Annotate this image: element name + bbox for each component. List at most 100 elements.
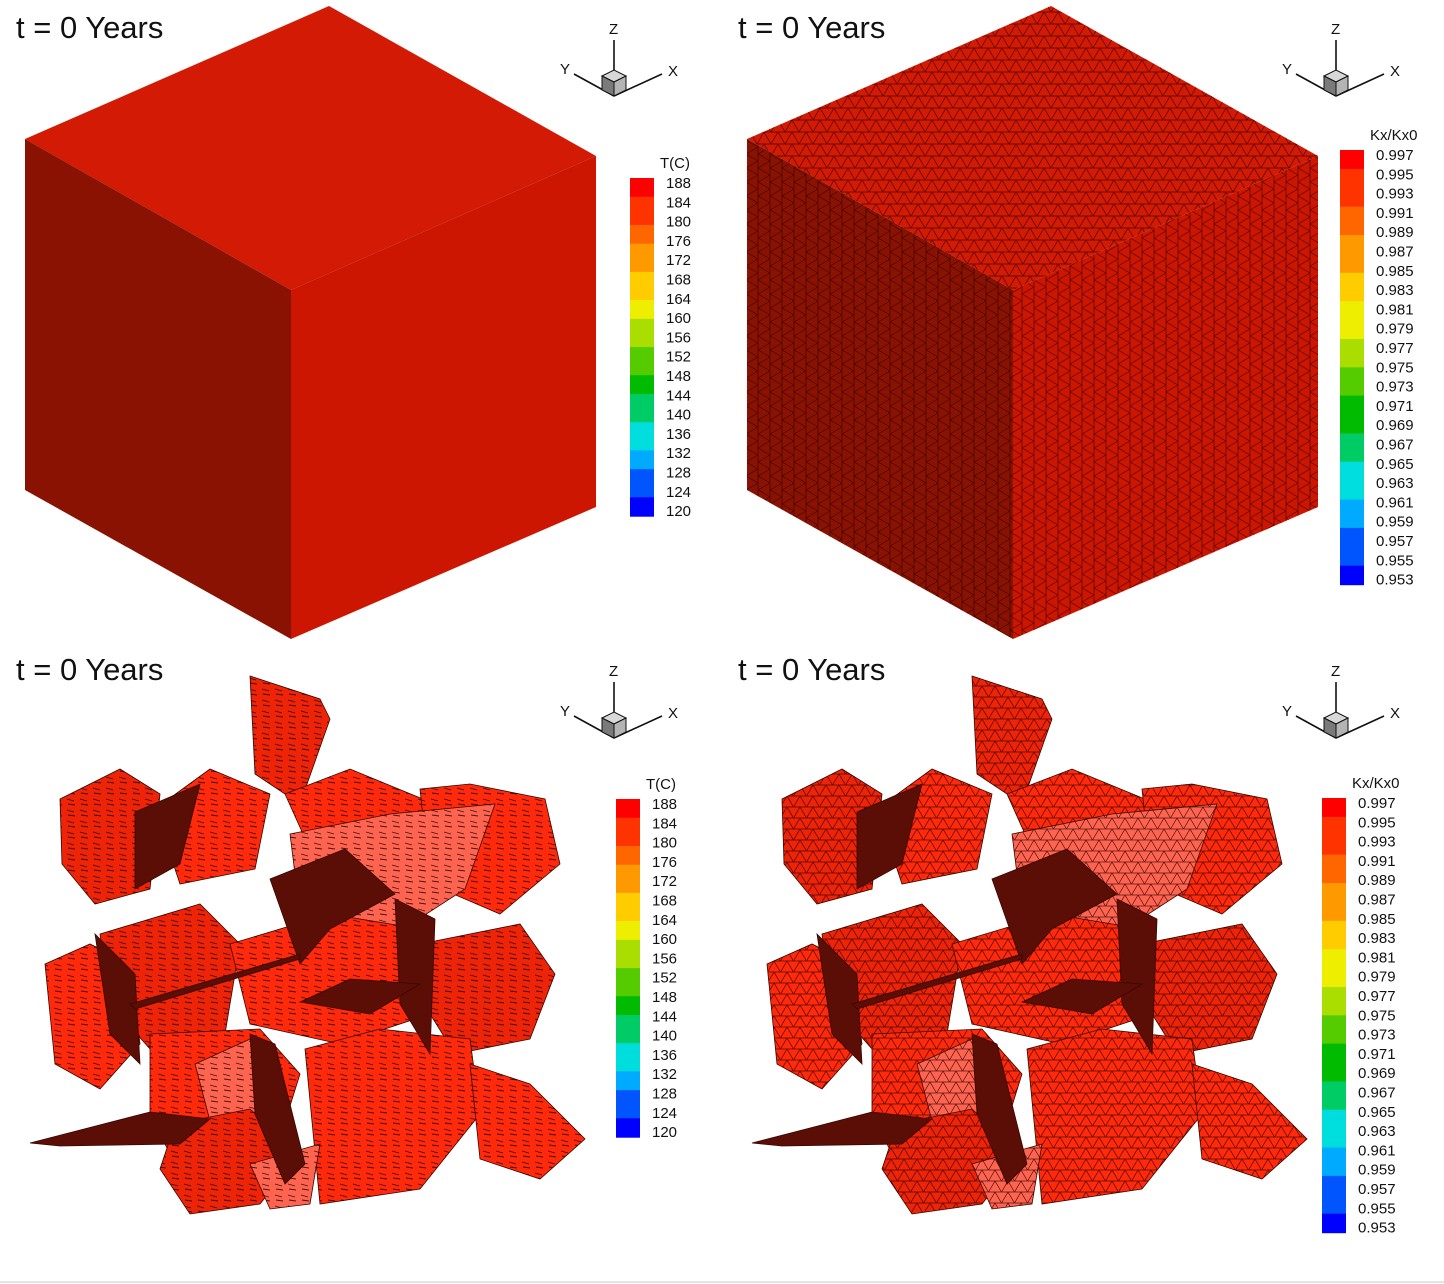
legend-title: Kx/Kx0 bbox=[1352, 775, 1400, 792]
legend-color-band bbox=[1322, 854, 1346, 865]
legend-color-band bbox=[630, 337, 654, 348]
legend-color-band bbox=[616, 1118, 640, 1129]
panel-temperature-fractures: t = 0 Years Z Y X T(C) 188 184 180 176 172 168 16… bbox=[0, 642, 722, 1284]
legend-tick-label: 160 bbox=[652, 931, 677, 948]
legend-tick-label: 0.987 bbox=[1376, 244, 1414, 261]
legend-color-band bbox=[630, 403, 654, 414]
legend-tick-label: 172 bbox=[652, 873, 677, 890]
legend-tick-label: 0.955 bbox=[1376, 552, 1414, 569]
legend-color-band bbox=[1322, 1024, 1346, 1035]
legend-color-band bbox=[1322, 892, 1346, 903]
legend-tick-label: 184 bbox=[666, 194, 691, 211]
legend-color-band bbox=[1340, 320, 1364, 331]
legend-color-band bbox=[1322, 873, 1346, 884]
legend-color-band bbox=[1340, 187, 1364, 198]
legend-color-band bbox=[1340, 490, 1364, 501]
legend-color-band bbox=[616, 799, 640, 809]
legend-tick-label: 160 bbox=[666, 310, 691, 327]
legend-tick-label: 0.967 bbox=[1376, 437, 1414, 454]
legend-color-band bbox=[1322, 1194, 1346, 1205]
legend-tick-label: 164 bbox=[666, 291, 691, 308]
axis-label-y: Y bbox=[1282, 703, 1292, 720]
panel-temperature-solid: t = 0 Years Z Y X T(C) 188 184 180 176 172 168 16… bbox=[0, 0, 722, 642]
fracture-plane bbox=[971, 1033, 1028, 1185]
fracture-mesh-overlay bbox=[1027, 1029, 1202, 1204]
cube-left-mesh bbox=[747, 139, 1013, 639]
legend-tick-label: 128 bbox=[666, 465, 691, 482]
legend-color-band bbox=[1340, 367, 1364, 378]
bottom-divider bbox=[0, 1281, 1444, 1283]
legend-color-band bbox=[1322, 1119, 1346, 1130]
axis-triad-glyph bbox=[1295, 682, 1385, 739]
legend-color-band bbox=[1340, 150, 1364, 161]
legend-color-band bbox=[1322, 1138, 1346, 1149]
legend-color-band bbox=[616, 1127, 640, 1138]
legend-tick-label: 0.979 bbox=[1358, 969, 1396, 986]
legend-color-band bbox=[630, 300, 654, 311]
legend-tick-label: 0.977 bbox=[1376, 340, 1414, 357]
legend-color-band bbox=[1322, 1223, 1346, 1234]
legend-color-band bbox=[1322, 977, 1346, 988]
legend-color-band bbox=[616, 874, 640, 885]
legend-color-band bbox=[1340, 423, 1364, 435]
axis-label-z: Z bbox=[609, 21, 618, 38]
legend-tick-label: 0.993 bbox=[1376, 186, 1414, 203]
legend-tick-label: 0.989 bbox=[1376, 224, 1414, 241]
legend-color-band bbox=[616, 930, 640, 941]
cube-right-face bbox=[291, 156, 596, 639]
legend-tick-label: 0.963 bbox=[1376, 475, 1414, 492]
legend-tick-label: 120 bbox=[652, 1124, 677, 1141]
legend-color-band bbox=[616, 1052, 640, 1063]
legend-color-band bbox=[1340, 556, 1364, 567]
legend-color-band bbox=[1340, 575, 1364, 586]
legend-color-band bbox=[630, 394, 654, 404]
legend-color-band bbox=[1340, 546, 1364, 557]
legend-color-band bbox=[1322, 949, 1346, 960]
legend-tick-label: 152 bbox=[652, 970, 677, 987]
legend-color-band bbox=[1340, 310, 1364, 321]
legend-tick-label: 0.963 bbox=[1358, 1123, 1396, 1140]
legend-tick-label: 0.973 bbox=[1358, 1027, 1396, 1044]
legend-tick-label: 0.957 bbox=[1376, 533, 1414, 550]
cube-mesh bbox=[747, 6, 1318, 639]
legend-color-band bbox=[1340, 480, 1364, 491]
legend-color-band bbox=[616, 1005, 640, 1016]
legend-color-band bbox=[1340, 395, 1364, 406]
legend-title: T(C) bbox=[646, 776, 676, 793]
legend-tick-label: 184 bbox=[652, 815, 677, 832]
legend-color-band bbox=[1322, 1204, 1346, 1215]
legend-svg: Kx/Kx0 0.997 0.995 0.993 0.991 0.989 0.987 0.98… bbox=[1322, 775, 1400, 1237]
legend-color-band bbox=[616, 996, 640, 1007]
axis-label-z: Z bbox=[1331, 21, 1340, 38]
legend-color-band bbox=[630, 450, 654, 461]
legend-color-band bbox=[1322, 996, 1346, 1007]
legend-tick-label: 132 bbox=[666, 445, 691, 462]
legend-color-band bbox=[1340, 263, 1364, 274]
legend-color-band bbox=[1322, 1081, 1346, 1092]
legend-tick-label: 156 bbox=[652, 950, 677, 967]
legend-color-band bbox=[1340, 471, 1364, 482]
legend-color-band bbox=[1322, 1034, 1346, 1045]
legend-color-band bbox=[630, 187, 654, 198]
legend-color-band bbox=[630, 215, 654, 226]
legend-color-band bbox=[1340, 565, 1364, 576]
legend-color-band bbox=[1322, 1071, 1346, 1083]
legend-color-band bbox=[1322, 1128, 1346, 1139]
axis-label-x: X bbox=[668, 705, 678, 722]
panel-title: t = 0 Years bbox=[16, 652, 164, 687]
legend-tick-label: 168 bbox=[652, 893, 677, 910]
legend-tick-label: 120 bbox=[666, 503, 691, 520]
legend-tick-label: 0.973 bbox=[1376, 379, 1414, 396]
legend-color-band bbox=[1340, 272, 1364, 283]
legend-color-band bbox=[1340, 405, 1364, 416]
legend-color-band bbox=[1322, 1185, 1346, 1196]
axis-triad-glyph bbox=[573, 40, 663, 97]
legend-color-band bbox=[616, 968, 640, 979]
legend-color-band bbox=[630, 375, 654, 386]
legend-color-band bbox=[1340, 442, 1364, 453]
fracture-vector-overlay bbox=[250, 676, 330, 804]
legend-color-band bbox=[1322, 1166, 1346, 1177]
legend-color-band bbox=[630, 196, 654, 207]
legend-tick-label: 124 bbox=[652, 1105, 677, 1122]
legend-color-band bbox=[630, 506, 654, 517]
